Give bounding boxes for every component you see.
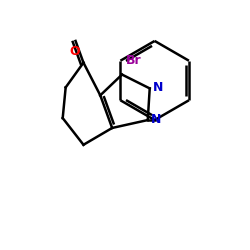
- Text: O: O: [69, 45, 80, 58]
- Text: N: N: [153, 81, 163, 94]
- Text: N: N: [151, 112, 161, 126]
- Text: Br: Br: [126, 54, 142, 67]
